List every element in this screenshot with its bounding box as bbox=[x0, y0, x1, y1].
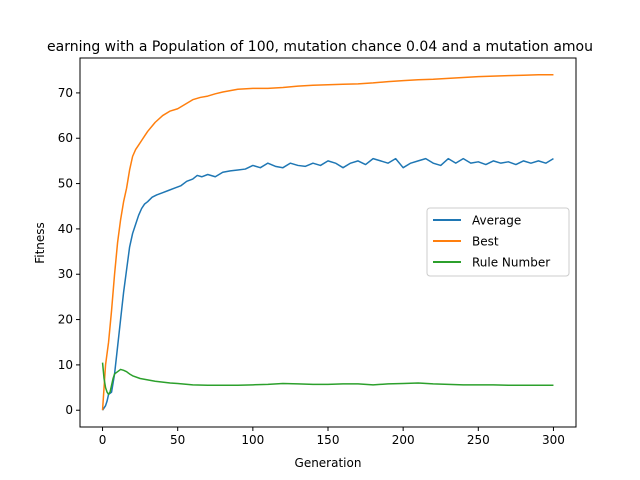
x-axis-ticks: 0 50 100 150 200 250 300 bbox=[99, 427, 565, 447]
x-tick-label: 100 bbox=[241, 433, 264, 447]
y-tick-label: 10 bbox=[58, 358, 73, 372]
x-tick-label: 250 bbox=[467, 433, 490, 447]
x-tick-label: 200 bbox=[392, 433, 415, 447]
x-axis-label: Generation bbox=[295, 456, 362, 470]
x-tick-label: 300 bbox=[542, 433, 565, 447]
chart-title: earning with a Population of 100, mutati… bbox=[47, 39, 593, 55]
x-tick-label: 50 bbox=[170, 433, 185, 447]
y-tick-label: 30 bbox=[58, 267, 73, 281]
y-axis-label: Fitness bbox=[33, 222, 47, 264]
x-tick-label: 0 bbox=[99, 433, 107, 447]
x-tick-label: 150 bbox=[317, 433, 340, 447]
y-tick-label: 40 bbox=[58, 222, 73, 236]
y-tick-label: 60 bbox=[58, 131, 73, 145]
series-line-best bbox=[101, 74, 554, 411]
y-axis-ticks: 0 10 20 30 40 50 60 70 bbox=[58, 86, 80, 417]
legend-items: Average Best Rule Number bbox=[433, 214, 550, 270]
plot-lines bbox=[101, 74, 554, 411]
y-tick-label: 20 bbox=[58, 313, 73, 327]
legend: Average Best Rule Number bbox=[426, 207, 570, 277]
y-tick-label: 50 bbox=[58, 177, 73, 191]
legend-label: Best bbox=[472, 235, 499, 249]
series-line-average bbox=[101, 157, 554, 411]
y-tick-label: 0 bbox=[65, 403, 73, 417]
legend-label: Rule Number bbox=[472, 256, 550, 270]
legend-frame bbox=[426, 207, 570, 277]
y-tick-label: 70 bbox=[58, 86, 73, 100]
series-line-rule-number bbox=[101, 362, 554, 396]
legend-label: Average bbox=[472, 214, 521, 228]
